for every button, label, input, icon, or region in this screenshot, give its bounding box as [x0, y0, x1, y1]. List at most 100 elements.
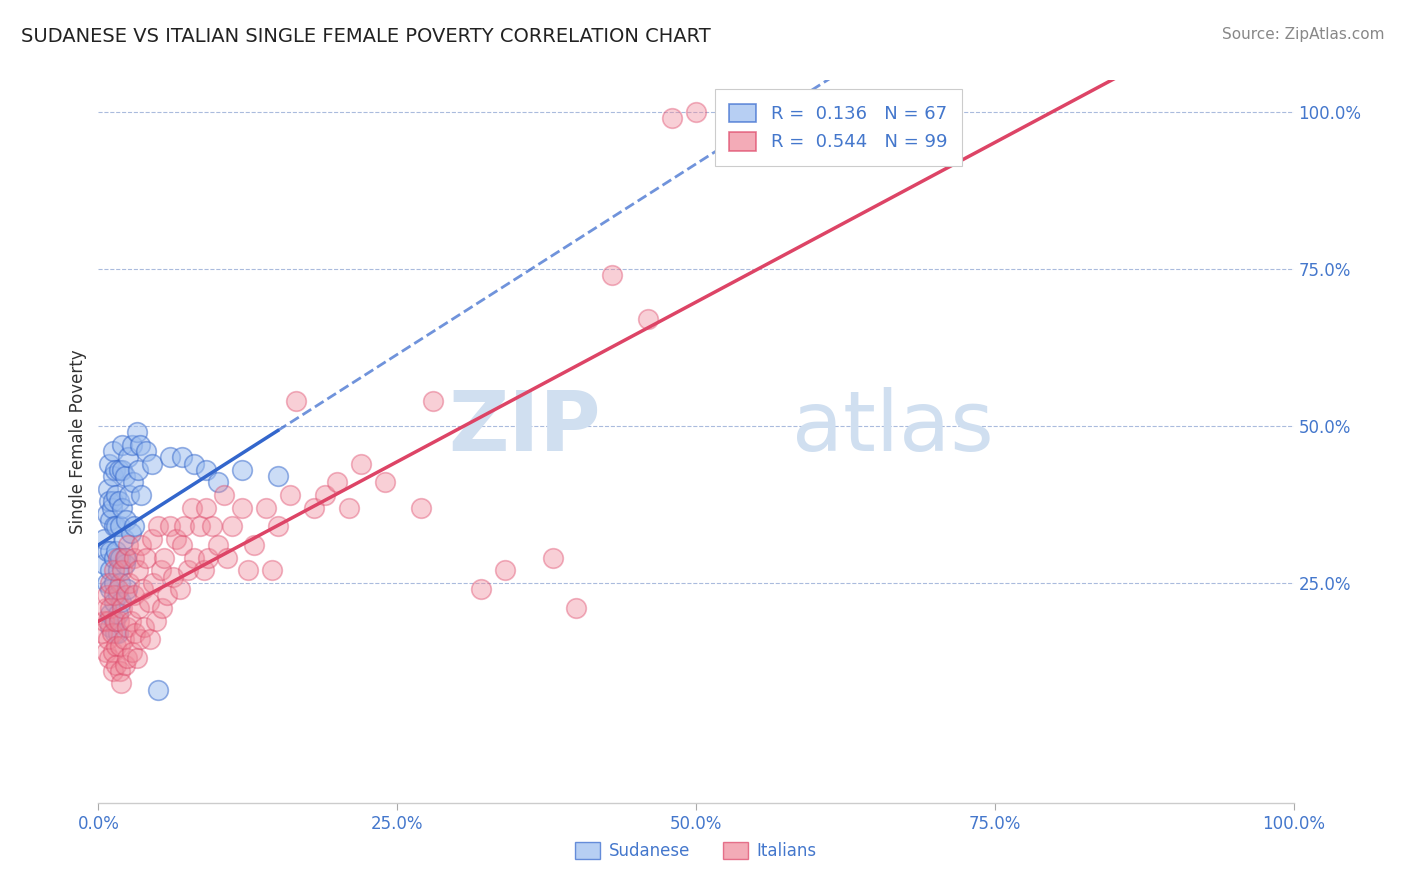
Point — [100, 500, 122, 515]
Point — [101, 494, 124, 508]
Point — [302, 500, 325, 515]
Point — [93, 532, 115, 546]
Point — [112, 632, 135, 647]
Point — [165, 532, 187, 546]
Point — [97, 482, 120, 496]
Point — [129, 438, 152, 452]
Point — [104, 614, 127, 628]
Point — [180, 500, 202, 515]
Point — [201, 519, 224, 533]
Point — [101, 664, 124, 678]
Point — [111, 601, 134, 615]
Point — [107, 589, 129, 603]
Point — [110, 676, 132, 690]
Point — [197, 550, 219, 565]
Point — [105, 544, 128, 558]
Point — [98, 651, 121, 665]
Point — [132, 620, 155, 634]
Point — [193, 563, 215, 577]
Point — [267, 469, 290, 483]
Point — [103, 575, 125, 590]
Legend: Sudanese, Italians: Sudanese, Italians — [568, 835, 824, 867]
Point — [142, 575, 165, 590]
Point — [98, 563, 122, 577]
Text: SUDANESE VS ITALIAN SINGLE FEMALE POVERTY CORRELATION CHART: SUDANESE VS ITALIAN SINGLE FEMALE POVERT… — [21, 27, 711, 45]
Point — [149, 563, 172, 577]
Point — [103, 614, 125, 628]
Point — [177, 563, 200, 577]
Point — [98, 513, 122, 527]
Point — [115, 589, 138, 603]
Point — [217, 550, 239, 565]
Point — [108, 519, 131, 533]
Text: ZIP: ZIP — [449, 386, 600, 467]
Point — [221, 519, 243, 533]
Point — [107, 563, 129, 577]
Point — [105, 657, 128, 672]
Point — [98, 601, 122, 615]
Point — [107, 614, 129, 628]
Point — [98, 457, 121, 471]
Point — [108, 664, 131, 678]
Point — [602, 268, 624, 282]
Point — [124, 550, 146, 565]
Point — [98, 620, 122, 634]
Point — [326, 475, 349, 490]
Point — [111, 438, 134, 452]
Text: atlas: atlas — [792, 386, 993, 467]
Point — [150, 601, 173, 615]
Point — [139, 632, 162, 647]
Point — [183, 457, 205, 471]
Point — [128, 601, 150, 615]
Point — [91, 626, 114, 640]
Point — [339, 500, 361, 515]
Point — [117, 450, 139, 465]
Point — [135, 550, 157, 565]
Point — [115, 513, 138, 527]
Point — [131, 538, 153, 552]
Point — [135, 444, 157, 458]
Point — [107, 494, 129, 508]
Point — [195, 463, 218, 477]
Point — [103, 589, 125, 603]
Point — [127, 463, 149, 477]
Point — [118, 488, 141, 502]
Point — [108, 575, 131, 590]
Point — [108, 639, 131, 653]
Point — [107, 582, 129, 597]
Point — [243, 538, 266, 552]
Point — [637, 312, 659, 326]
Point — [131, 582, 153, 597]
Point — [188, 519, 211, 533]
Point — [172, 538, 194, 552]
Point — [110, 595, 132, 609]
Point — [111, 563, 134, 577]
Point — [120, 614, 142, 628]
Point — [100, 626, 122, 640]
Point — [122, 475, 145, 490]
Text: Source: ZipAtlas.com: Source: ZipAtlas.com — [1222, 27, 1385, 42]
Point — [103, 550, 125, 565]
Point — [98, 544, 122, 558]
Point — [94, 601, 117, 615]
Point — [121, 438, 143, 452]
Point — [114, 657, 136, 672]
Point — [114, 469, 136, 483]
Point — [661, 111, 683, 125]
Point — [260, 563, 283, 577]
Point — [96, 544, 118, 558]
Point — [212, 488, 235, 502]
Point — [374, 475, 396, 490]
Point — [153, 550, 176, 565]
Point — [115, 582, 138, 597]
Point — [97, 632, 120, 647]
Point — [104, 463, 127, 477]
Point — [125, 651, 148, 665]
Point — [162, 569, 184, 583]
Point — [141, 457, 163, 471]
Point — [195, 500, 218, 515]
Point — [565, 601, 588, 615]
Point — [96, 507, 118, 521]
Y-axis label: Single Female Poverty: Single Female Poverty — [69, 350, 87, 533]
Point — [231, 500, 253, 515]
